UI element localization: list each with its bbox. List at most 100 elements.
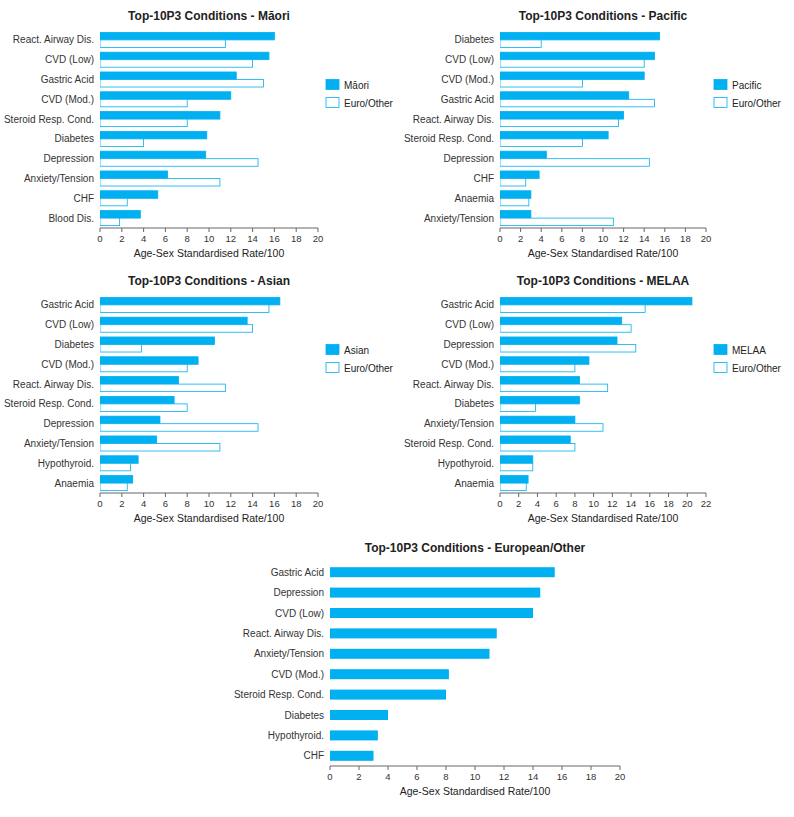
x-tick [359,766,360,770]
x-tick-label: 14 [247,233,258,244]
category-label: CVD (Low) [45,54,94,65]
bar [500,364,575,372]
legend-label: Euro/Other [344,98,394,109]
bar [100,404,187,412]
x-tick [165,228,166,232]
x-tick-label: 12 [607,498,618,509]
category-label: Gastric Acid [441,299,494,310]
bars [100,32,274,225]
bar [500,396,580,404]
x-tick [623,228,624,232]
category-label: Gastric Acid [441,94,494,105]
x-tick [100,228,101,232]
category-label: CVD (Mod.) [41,359,94,370]
x-tick [296,493,297,497]
legend-swatch [326,98,339,108]
x-tick-label: 18 [291,498,302,509]
category-label: Gastric Acid [41,74,94,85]
x-tick-label: 16 [557,771,568,782]
x-tick-label: 20 [615,771,626,782]
bar [500,404,536,412]
x-tick-label: 14 [626,498,637,509]
x-tick [417,766,418,770]
chart-title: Top-10P3 Conditions - Pacific [519,9,688,23]
bar [330,588,540,598]
legend: AsianEuro/Other [326,345,394,374]
bar [500,305,645,313]
x-tick-label: 2 [356,771,361,782]
bar [330,751,374,761]
x-tick [582,228,583,232]
x-tick-label: 0 [97,233,102,244]
bar [100,436,157,444]
x-tick-label: 2 [518,233,523,244]
x-tick-label: 14 [528,771,539,782]
x-tick-label: 10 [204,498,215,509]
bar [500,325,631,333]
category-label: Anaemia [455,193,495,204]
bar [500,32,660,40]
bar [500,456,533,464]
bar [500,99,655,107]
bar [500,384,608,392]
bar [100,112,220,120]
bar [500,463,533,471]
x-tick [143,493,144,497]
category-label: CVD (Low) [45,319,94,330]
bar [100,364,187,372]
category-label: Diabetes [455,398,494,409]
x-tick [593,493,594,497]
x-axis-label: Age-Sex Standardised Rate/100 [134,247,285,259]
category-label: Anxiety/Tension [424,418,494,429]
x-tick [644,228,645,232]
x-tick [537,493,538,497]
x-tick-label: 18 [680,233,691,244]
x-tick [330,766,331,770]
bar [500,179,526,187]
category-label: Diabetes [55,339,94,350]
x-tick-label: 16 [269,233,280,244]
x-tick-label: 8 [443,771,448,782]
category-label: Diabetes [55,133,94,144]
bars [100,297,280,490]
x-tick [318,228,319,232]
category-label: Depression [443,339,494,350]
x-tick-label: 20 [313,498,324,509]
category-label: CHF [473,173,494,184]
x-tick [318,493,319,497]
x-tick-label: 2 [516,498,521,509]
bar [500,444,575,452]
background [0,0,794,817]
x-tick-label: 18 [586,771,597,782]
bars [330,567,555,761]
x-tick-label: 18 [291,233,302,244]
category-label: React. Airway Dis. [413,379,494,390]
bar [500,60,644,68]
x-tick [187,493,188,497]
x-tick [100,493,101,497]
panel: Top-10P3 Conditions - MELAAGastric AcidC… [404,274,782,524]
legend: MāoriEuro/Other [326,80,394,109]
x-tick [706,228,707,232]
bar [100,119,187,127]
x-tick [664,228,665,232]
bar [100,305,269,313]
bar [100,357,198,365]
bar [500,297,692,305]
x-tick [591,766,592,770]
bar [500,171,539,179]
legend-swatch [326,80,339,90]
chart-title: Top-10P3 Conditions - MELAA [517,274,690,288]
bars [500,297,692,490]
legend: PacificEuro/Other [714,80,782,109]
category-label: Gastric Acid [271,567,324,578]
x-tick-label: 6 [414,771,419,782]
bar [330,730,378,740]
category-label: Anxiety/Tension [24,173,94,184]
category-label: Blood Dis. [48,213,94,224]
category-label: CVD (Mod.) [271,669,324,680]
category-label: React. Airway Dis. [13,379,94,390]
bar [500,416,575,424]
bar [500,40,541,48]
bar [500,436,570,444]
